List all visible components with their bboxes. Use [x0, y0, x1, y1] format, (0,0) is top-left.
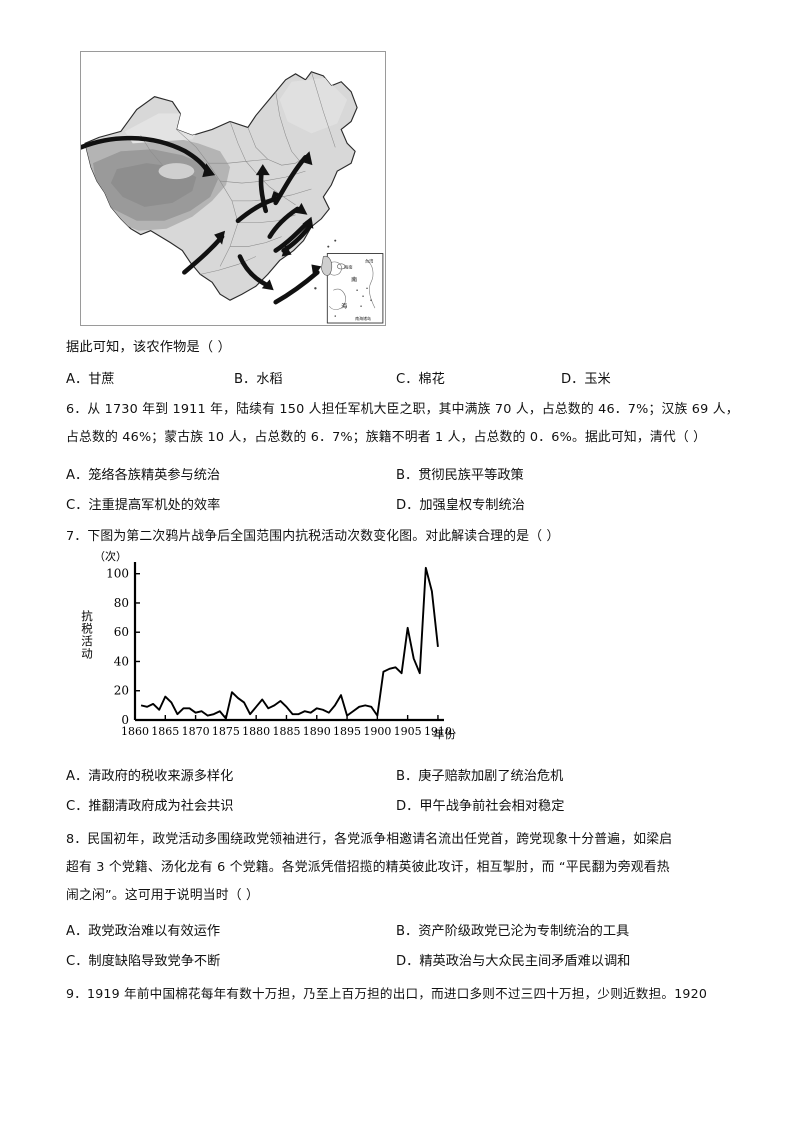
q6-option-c[interactable]: C．注重提高军机处的效率 [66, 498, 221, 513]
q6-option-d[interactable]: D．加强皇权专制统治 [396, 498, 525, 513]
china-crop-diffusion-map: 海南 台湾 南 海 南海诸岛 [80, 51, 386, 326]
q8-option-a[interactable]: A．政党政治难以有效运作 [66, 924, 221, 939]
chart-y-tick-100: 100 [106, 567, 129, 581]
q7-option-b[interactable]: B．庚子赔款加剧了统治危机 [396, 769, 564, 784]
svg-text:海南: 海南 [344, 263, 352, 269]
q5-option-c[interactable]: C．棉花 [396, 372, 445, 387]
q9-line1: 9．1919 年前中国棉花每年有数十万担，乃至上百万担的出口，而进口多则不过三四… [66, 986, 708, 1001]
q5-stem: 据此可知，该农作物是（ ） [66, 340, 232, 355]
q7-option-c[interactable]: C．推翻清政府成为社会共识 [66, 799, 234, 814]
chart-x-tick-labels: 1860 1865 1870 1875 1880 1885 1890 1895 1900 1905… [121, 725, 452, 738]
q6-option-a[interactable]: A．笼络各族精英参与统治 [66, 468, 221, 483]
chart-x-tick-1900: 1900 [363, 725, 391, 738]
chart-x-tick-1890: 1890 [303, 725, 331, 738]
chart-x-tick-1905: 1905 [394, 725, 422, 738]
chart-y-tick-80: 80 [114, 596, 129, 610]
q5-option-a[interactable]: A．甘蔗 [66, 372, 115, 387]
chart-x-tick-1910: 1910 [424, 725, 452, 738]
q7-stem: 7．下图为第二次鸦片战争后全国范围内抗税活动次数变化图。对此解读合理的是（ ） [66, 529, 560, 544]
chart-y-tick-40: 40 [114, 654, 129, 668]
q8-line2: 超有 3 个党籍、汤化龙有 6 个党籍。各党派凭借招揽的精英彼此攻讦，相互掣肘，… [66, 860, 670, 875]
chart-x-tick-1895: 1895 [333, 725, 361, 738]
q5-option-d[interactable]: D．玉米 [561, 372, 611, 387]
map-island-dots [314, 239, 337, 290]
chart-x-tick-1880: 1880 [242, 725, 270, 738]
map-inset-south-china-sea: 海南 台湾 南 海 南海诸岛 [326, 253, 384, 324]
q6-option-b[interactable]: B．贯彻民族平等政策 [396, 468, 524, 483]
q7-option-a[interactable]: A．清政府的税收来源多样化 [66, 769, 234, 784]
q5-option-b[interactable]: B．水稻 [234, 372, 283, 387]
q8-line1: 8．民国初年，政党活动多围绕政党领袖进行，各党派争相邀请名流出任党首，跨党现象十… [66, 832, 673, 847]
anti-tax-activity-line-chart: （次） 抗税活动 年份 0 20 40 60 80 100 1860 1865 1870 187… [80, 548, 468, 753]
chart-y-tick-labels: 0 20 40 60 80 100 [106, 567, 129, 727]
q8-option-d[interactable]: D．精英政治与大众民主间矛盾难以调和 [396, 954, 631, 969]
map-svg: 海南 台湾 南 海 南海诸岛 [81, 71, 384, 324]
svg-text:台湾: 台湾 [365, 257, 373, 263]
svg-text:南海诸岛: 南海诸岛 [355, 316, 371, 321]
chart-data-line [140, 566, 439, 720]
q6-line1: 6．从 1730 年到 1911 年，陆续有 150 人担任军机大臣之职，其中满… [66, 402, 739, 417]
q6-line2: 占总数的 46%；蒙古族 10 人，占总数的 6．7%；族籍不明者 1 人，占总… [66, 430, 707, 445]
svg-text:南: 南 [351, 275, 357, 283]
chart-y-tick-0: 0 [121, 713, 129, 727]
chart-x-tick-1860: 1860 [121, 725, 149, 738]
chart-y-tick-60: 60 [114, 625, 129, 639]
chart-x-axis-label: 年份 [433, 727, 456, 741]
chart-x-tick-1875: 1875 [212, 725, 240, 738]
q8-option-c[interactable]: C．制度缺陷导致党争不断 [66, 954, 221, 969]
map-diffusion-arrows [81, 135, 320, 305]
chart-unit-label: （次） [94, 550, 127, 563]
q7-option-d[interactable]: D．甲午战争前社会相对稳定 [396, 799, 565, 814]
q8-line3: 闹之闲”。这可用于说明当时（ ） [66, 888, 260, 903]
map-arrow-heads [202, 151, 322, 291]
svg-text:海: 海 [341, 302, 347, 310]
chart-y-tick-20: 20 [114, 684, 129, 698]
chart-x-tick-1885: 1885 [272, 725, 300, 738]
chart-y-axis-label: 抗税活动 [80, 610, 94, 660]
q8-option-b[interactable]: B．资产阶级政党已沦为专制统治的工具 [396, 924, 630, 939]
chart-x-tick-1865: 1865 [151, 725, 179, 738]
chart-x-tick-1870: 1870 [182, 725, 210, 738]
